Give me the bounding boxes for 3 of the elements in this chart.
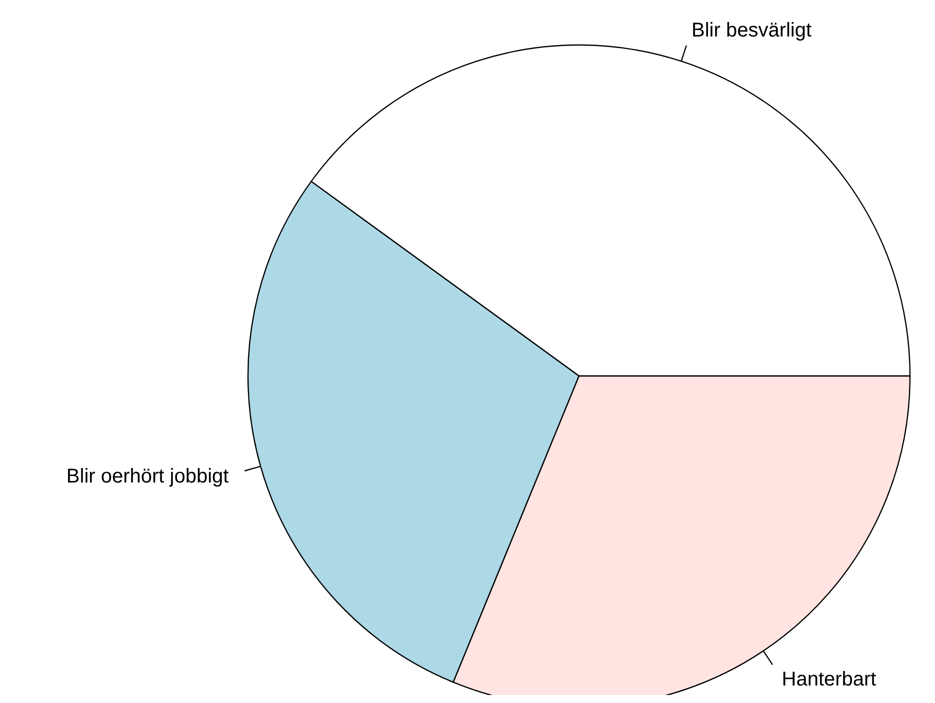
slice-label: Hanterbart — [782, 668, 877, 690]
slice-label: Blir oerhört jobbigt — [66, 465, 230, 488]
slice-label: Blir besvärligt — [692, 20, 812, 42]
